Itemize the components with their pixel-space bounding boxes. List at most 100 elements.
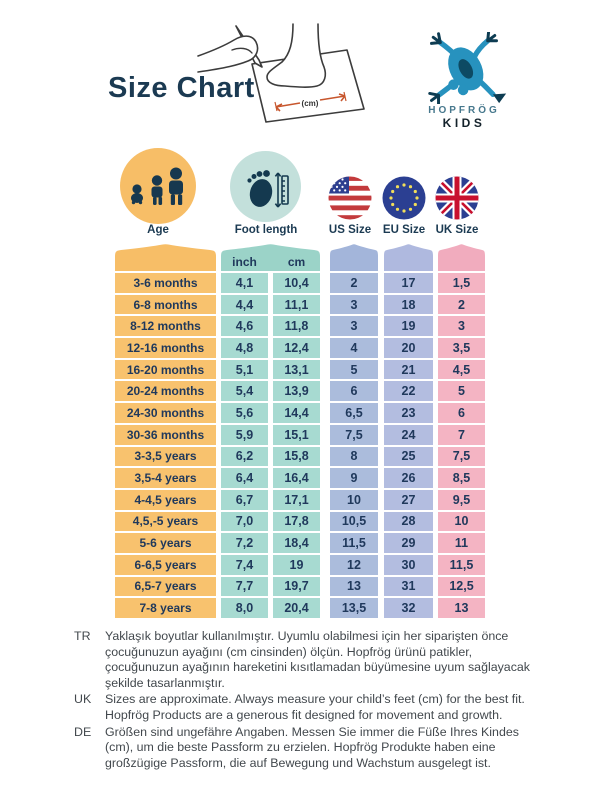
- inch-cell: 4,4: [221, 294, 268, 315]
- subheader-inch: inch: [232, 255, 257, 269]
- thumb-line: [231, 47, 253, 54]
- cm-cell: 18,4: [273, 533, 320, 553]
- size-table-body: 3-6 months 4,1 10,4 2 17 1,5 6-8 months …: [115, 273, 485, 618]
- eu-size-cell: 21: [384, 359, 433, 380]
- cm-cell: 13,1: [273, 359, 320, 380]
- page-title: Size Chart: [108, 72, 255, 104]
- table-row: 3-6 months 4,1 10,4 2 17 1,5: [115, 273, 485, 293]
- us-size-cell: 3: [330, 316, 378, 337]
- eu-size-cell: 18: [384, 294, 433, 315]
- us-size-cell: 12: [330, 554, 378, 575]
- eu-size-cell: 29: [384, 533, 433, 553]
- foot-length-icon: [246, 169, 289, 207]
- foot-length-legend-circle: [230, 151, 301, 222]
- us-size-cell: 8: [330, 446, 378, 467]
- us-size-cell: 7,5: [330, 424, 378, 445]
- hand-outline: [197, 35, 259, 73]
- legend-label-uk-size: UK Size: [435, 224, 479, 236]
- cm-cell: 17,1: [273, 489, 320, 510]
- cm-arrow: [274, 91, 347, 112]
- age-cell: 4-4,5 years: [115, 489, 216, 510]
- cm-cell: 19,7: [273, 576, 320, 597]
- age-cell: 30-36 months: [115, 424, 216, 445]
- uk-size-cell: 2: [438, 294, 485, 315]
- brand-sub: KIDS: [442, 116, 486, 130]
- inch-cell: 4,6: [221, 316, 268, 337]
- frog-logo-icon: [428, 32, 507, 104]
- age-cell: 6,5-7 years: [115, 576, 216, 597]
- legend-label-age: Age: [147, 224, 169, 236]
- us-size-cell: 6: [330, 381, 378, 402]
- us-size-cell: 13: [330, 576, 378, 597]
- us-size-cell: 11,5: [330, 533, 378, 553]
- inch-cell: 7,4: [221, 554, 268, 575]
- eu-column-header: [384, 244, 433, 271]
- inch-cell: 7,2: [221, 533, 268, 553]
- inch-cell: 4,1: [221, 273, 268, 293]
- note-de: DE Größen sind ungefähre Angaben. Messen…: [74, 725, 544, 772]
- inch-cell: 5,6: [221, 403, 268, 423]
- cm-cell: 19: [273, 554, 320, 575]
- uk-column-header: [438, 244, 485, 271]
- us-size-cell: 5: [330, 359, 378, 380]
- note-lang-label: DE: [74, 724, 92, 739]
- us-size-cell: 10,5: [330, 511, 378, 532]
- notes-section: TR Yaklaşık boyutlar kullanılmıştır. Uyu…: [74, 629, 544, 772]
- table-row: 3,5-4 years 6,4 16,4 9 26 8,5: [115, 468, 485, 488]
- cm-cell: 17,8: [273, 511, 320, 532]
- eu-size-cell: 25: [384, 446, 433, 467]
- uk-size-cell: 3,5: [438, 338, 485, 358]
- table-row: 5-6 years 7,2 18,4 11,5 29 11: [115, 533, 485, 553]
- legend-label-us-size: US Size: [328, 224, 372, 236]
- inch-cell: 4,8: [221, 338, 268, 358]
- inch-cell: 7,0: [221, 511, 268, 532]
- uk-size-cell: 9,5: [438, 489, 485, 510]
- cm-cell: 15,1: [273, 424, 320, 445]
- age-cell: 8-12 months: [115, 316, 216, 337]
- uk-size-cell: 12,5: [438, 576, 485, 597]
- size-table-header: inch cm: [115, 244, 485, 271]
- table-row: 3-3,5 years 6,2 15,8 8 25 7,5: [115, 446, 485, 467]
- table-row: 16-20 months 5,1 13,1 5 21 4,5: [115, 359, 485, 380]
- note-tr: TR Yaklaşık boyutlar kullanılmıştır. Uyu…: [74, 629, 544, 691]
- cm-cell: 14,4: [273, 403, 320, 423]
- table-row: 6-8 months 4,4 11,1 3 18 2: [115, 294, 485, 315]
- us-size-cell: 10: [330, 489, 378, 510]
- cm-cell: 16,4: [273, 468, 320, 488]
- legend-label-eu-size: EU Size: [382, 224, 426, 236]
- cm-cell: 13,9: [273, 381, 320, 402]
- table-row: 20-24 months 5,4 13,9 6 22 5: [115, 381, 485, 402]
- table-row: 6,5-7 years 7,7 19,7 13 31 12,5: [115, 576, 485, 597]
- uk-size-cell: 4,5: [438, 359, 485, 380]
- inch-cell: 8,0: [221, 598, 268, 618]
- age-cell: 6-8 months: [115, 294, 216, 315]
- age-cell: 3,5-4 years: [115, 468, 216, 488]
- age-cell: 20-24 months: [115, 381, 216, 402]
- age-legend-circle: [120, 148, 196, 224]
- cm-cell: 11,8: [273, 316, 320, 337]
- note-uk: UK Sizes are approximate. Always measure…: [74, 692, 544, 723]
- age-cell: 5-6 years: [115, 533, 216, 553]
- us-size-cell: 13,5: [330, 598, 378, 618]
- uk-size-cell: 3: [438, 316, 485, 337]
- age-people-icon: [131, 167, 183, 205]
- uk-size-cell: 7: [438, 424, 485, 445]
- table-row: 4,5,-5 years 7,0 17,8 10,5 28 10: [115, 511, 485, 532]
- eu-size-cell: 30: [384, 554, 433, 575]
- table-row: 12-16 months 4,8 12,4 4 20 3,5: [115, 338, 485, 358]
- inch-cell: 6,7: [221, 489, 268, 510]
- subheader-cm: cm: [287, 255, 306, 269]
- eu-size-cell: 26: [384, 468, 433, 488]
- eu-size-cell: 28: [384, 511, 433, 532]
- cm-cell: 11,1: [273, 294, 320, 315]
- uk-size-cell: 13: [438, 598, 485, 618]
- us-flag-icon: [328, 176, 372, 220]
- eu-size-cell: 24: [384, 424, 433, 445]
- uk-size-cell: 11,5: [438, 554, 485, 575]
- note-text: Sizes are approximate. Always measure yo…: [105, 692, 525, 722]
- uk-size-cell: 10: [438, 511, 485, 532]
- table-row: 4-4,5 years 6,7 17,1 10 27 9,5: [115, 489, 485, 510]
- eu-size-cell: 19: [384, 316, 433, 337]
- age-cell: 12-16 months: [115, 338, 216, 358]
- table-row: 8-12 months 4,6 11,8 3 19 3: [115, 316, 485, 337]
